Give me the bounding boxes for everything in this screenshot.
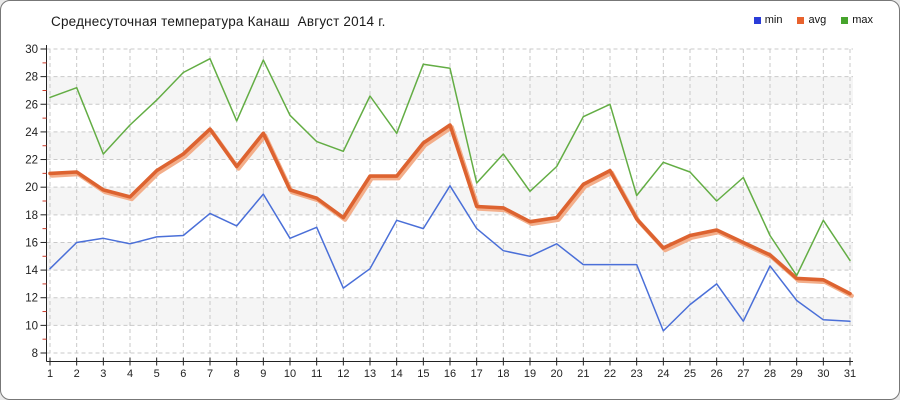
- x-tick-label: 14: [391, 368, 403, 380]
- legend-label: min: [764, 14, 783, 26]
- x-tick-label: 19: [524, 368, 536, 380]
- x-tick-label: 26: [711, 368, 723, 380]
- avg-legend-swatch-icon: [797, 16, 805, 24]
- x-tick-label: 9: [260, 368, 266, 380]
- y-tick-label: 26: [25, 99, 38, 111]
- x-tick-label: 23: [631, 368, 643, 380]
- y-tick-label: 8: [32, 348, 38, 360]
- legend-label: avg: [808, 14, 827, 26]
- min-legend-swatch-icon: [753, 16, 761, 24]
- x-tick-label: 22: [604, 368, 616, 380]
- y-tick-label: 24: [25, 127, 38, 139]
- x-tick-label: 10: [284, 368, 296, 380]
- series-lines: [48, 57, 854, 332]
- x-tick-label: 21: [577, 368, 589, 380]
- x-tick-label: 8: [234, 368, 240, 380]
- y-tick-label: 22: [25, 155, 38, 167]
- x-tick-label: 31: [844, 368, 856, 380]
- x-tick-label: 2: [74, 368, 80, 380]
- x-tick-label: 30: [817, 368, 829, 380]
- x-tick-label: 4: [127, 368, 133, 380]
- series-line-avg: [48, 123, 852, 296]
- x-tick-label: 7: [207, 368, 213, 380]
- x-tick-label: 17: [471, 368, 483, 380]
- y-axis-labels: 8 10 12 14 16 18 20 22 24 26 28 30: [25, 44, 38, 360]
- x-tick-label: 28: [764, 368, 776, 380]
- x-tick-label: 13: [364, 368, 376, 380]
- y-tick-label: 18: [25, 210, 38, 222]
- x-tick-label: 24: [657, 368, 669, 380]
- y-tick-label: 16: [25, 237, 38, 249]
- x-tick-label: 18: [497, 368, 509, 380]
- x-tick-label: 1: [47, 368, 53, 380]
- x-tick-label: 12: [337, 368, 349, 380]
- x-axis-labels: 1 2 3 4 5 6 7 8 9 10 11 12 13 14 15 16 17 18 19 20 21 22 23 24 2…: [47, 368, 856, 380]
- max-legend-swatch-icon: [841, 16, 849, 24]
- legend-label: max: [852, 14, 873, 26]
- legend-item-max[interactable]: max: [841, 14, 873, 26]
- x-tick-label: 6: [180, 368, 186, 380]
- y-tick-label: 12: [25, 293, 38, 305]
- y-tick-label: 30: [25, 44, 38, 56]
- x-tick-label: 3: [100, 368, 106, 380]
- y-tick-label: 28: [25, 72, 38, 84]
- series-line-min: [49, 185, 851, 332]
- chart-title: Среднесуточная температура Канаш Август …: [51, 14, 386, 29]
- gridlines: [46, 48, 853, 354]
- legend: min avg max: [753, 14, 873, 26]
- series-line-max: [49, 57, 851, 277]
- x-tick-label: 16: [444, 368, 456, 380]
- x-tick-label: 15: [417, 368, 429, 380]
- legend-item-min[interactable]: min: [753, 14, 783, 26]
- legend-item-avg[interactable]: avg: [797, 14, 826, 26]
- y-tick-label: 20: [25, 182, 38, 194]
- y-axis-ticks: [40, 48, 47, 354]
- y-tick-label: 10: [25, 320, 38, 332]
- x-tick-label: 20: [551, 368, 563, 380]
- x-tick-label: 11: [311, 368, 322, 380]
- x-tick-label: 5: [154, 368, 160, 380]
- x-tick-label: 27: [737, 368, 749, 380]
- x-tick-label: 25: [684, 368, 696, 380]
- x-axis-ticks: [49, 357, 851, 366]
- x-tick-label: 29: [791, 368, 803, 380]
- y-tick-label: 14: [25, 265, 38, 277]
